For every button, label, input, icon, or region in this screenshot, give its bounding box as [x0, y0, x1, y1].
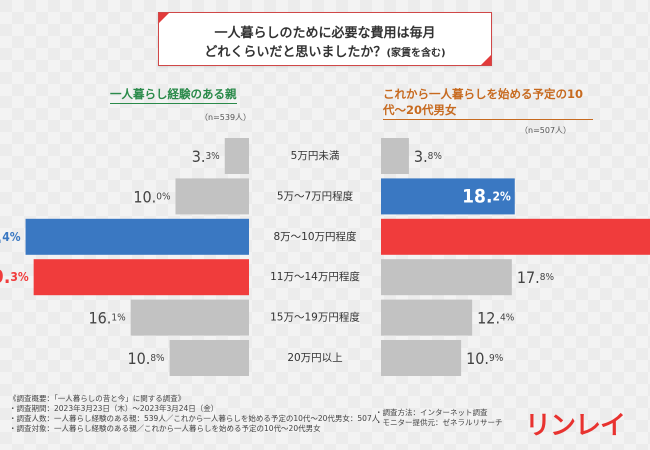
- chart-title-line2-sub: (家賃を含む): [386, 48, 446, 59]
- bar-right: [381, 178, 515, 215]
- bar-left: [224, 138, 249, 174]
- bar-left: [130, 299, 249, 336]
- right-sample-size: （n=507人）: [520, 126, 572, 135]
- chart-title-line1: 一人暮らしのために必要な費用は毎月: [214, 26, 436, 41]
- bar-right: [381, 299, 473, 336]
- value-label-left: 3.3%: [192, 147, 220, 166]
- brand-logo: リンレイ: [525, 411, 626, 441]
- chart-title-line2: どれくらいだと思いましたか？(家賃を含む): [159, 41, 491, 60]
- category-label: 5万〜7万円程度: [277, 189, 354, 202]
- left-group-label: 一人暮らし経験のある親: [110, 86, 237, 104]
- bar-left: [169, 340, 249, 376]
- value-label-right: 12.4%: [477, 308, 515, 327]
- value-label-right: 18.2%: [462, 185, 511, 207]
- value-label-left: 16.1%: [88, 308, 126, 327]
- bar-right: [381, 138, 409, 174]
- chart-title-box: 一人暮らしのために必要な費用は毎月 どれくらいだと思いましたか？(家賃を含む): [158, 12, 492, 66]
- bar-left: [33, 259, 249, 296]
- value-label-left: 10.8%: [127, 349, 165, 368]
- survey-note-line: 《調査概要：「一人暮らしの昔と今」に関する調査》: [9, 394, 186, 403]
- category-label: 8万〜10万円程度: [273, 230, 357, 243]
- category-label: 20万円以上: [287, 352, 342, 364]
- bar-right: [381, 259, 512, 296]
- category-label: 5万円未満: [291, 150, 340, 162]
- survey-notes: 《調査概要：「一人暮らしの昔と今」に関する調査》 ・調査期間：2023年3月23…: [9, 394, 379, 434]
- bar-left: [175, 178, 249, 215]
- survey-provider-line: ・モニター提供元：ゼネラルリサーチ: [375, 418, 503, 427]
- value-label-right: 3.8%: [414, 147, 442, 166]
- category-label: 11万〜14万円程度: [270, 270, 360, 283]
- survey-note-line: ・調査人数：一人暮らし経験のある親：539人／これから一人暮らしを始める予定の1…: [9, 414, 380, 423]
- survey-method-line: ・調査方法：インターネット調査: [375, 408, 488, 417]
- survey-method-notes: ・調査方法：インターネット調査 ・モニター提供元：ゼネラルリサーチ: [375, 408, 503, 428]
- left-sample-size: （n=539人）: [200, 113, 252, 122]
- chart-title-line2-main: どれくらいだと思いましたか？: [204, 45, 387, 60]
- category-label: 15万〜19万円程度: [270, 311, 360, 324]
- right-group-label: これから一人暮らしを始める予定の10代〜20代男女: [383, 86, 593, 120]
- bar-right: [381, 340, 462, 376]
- bar-right: [381, 218, 650, 255]
- survey-note-line: ・調査対象：一人暮らし経験のある親／これから一人暮らしを始める予定の10代〜20…: [9, 424, 321, 433]
- value-label-right: 17.8%: [517, 268, 555, 287]
- value-label-right: 10.9%: [466, 349, 504, 368]
- value-label-left: 30.4%: [0, 226, 21, 248]
- bar-left: [25, 218, 250, 255]
- value-label-left: 10.0%: [133, 187, 171, 206]
- survey-note-line: ・調査期間：2023年3月23日（木）〜2023年3月24日（金）: [9, 404, 219, 413]
- value-label-left: 29.3%: [0, 266, 29, 288]
